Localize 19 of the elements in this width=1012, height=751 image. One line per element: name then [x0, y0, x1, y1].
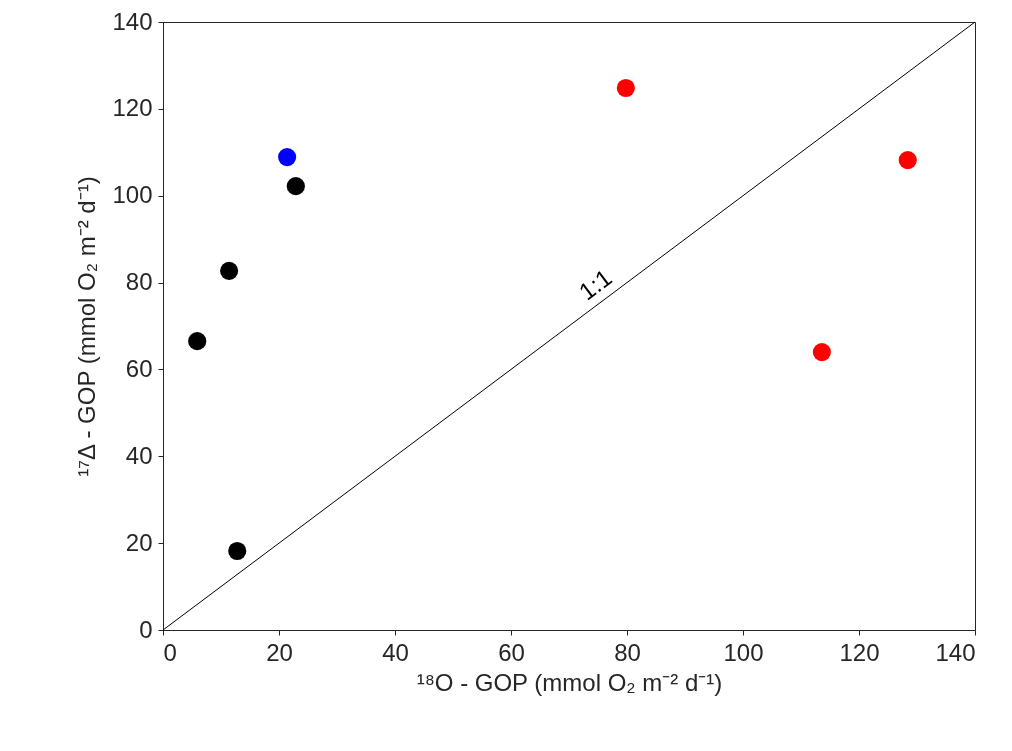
y-tick-label: 60	[125, 354, 153, 382]
x-tick-label: 60	[498, 638, 525, 666]
y-tick-label: 20	[125, 528, 153, 556]
y-tick-label: 120	[112, 94, 153, 122]
x-tick-label: 120	[839, 638, 880, 666]
x-tick-label: 20	[266, 638, 293, 666]
y-tick-label: 80	[125, 268, 153, 296]
y-tick-label: 140	[112, 7, 153, 35]
x-tick-label: 140	[935, 638, 976, 666]
x-tick-label: 80	[614, 638, 641, 666]
x-axis-title: ¹⁸O - GOP (mmol O₂ m⁻² d⁻¹)	[416, 668, 723, 696]
annotation: 1:1	[573, 263, 617, 306]
x-tick-label: 40	[382, 638, 409, 666]
y-tick-label: 0	[139, 615, 153, 643]
y-tick-label: 100	[112, 181, 153, 209]
y-tick-label: 40	[125, 441, 153, 469]
x-tick-label: 0	[163, 638, 177, 666]
y-axis-title: ¹⁷Δ - GOP (mmol O₂ m⁻² d⁻¹)	[73, 176, 101, 477]
x-tick-label: 100	[723, 638, 764, 666]
